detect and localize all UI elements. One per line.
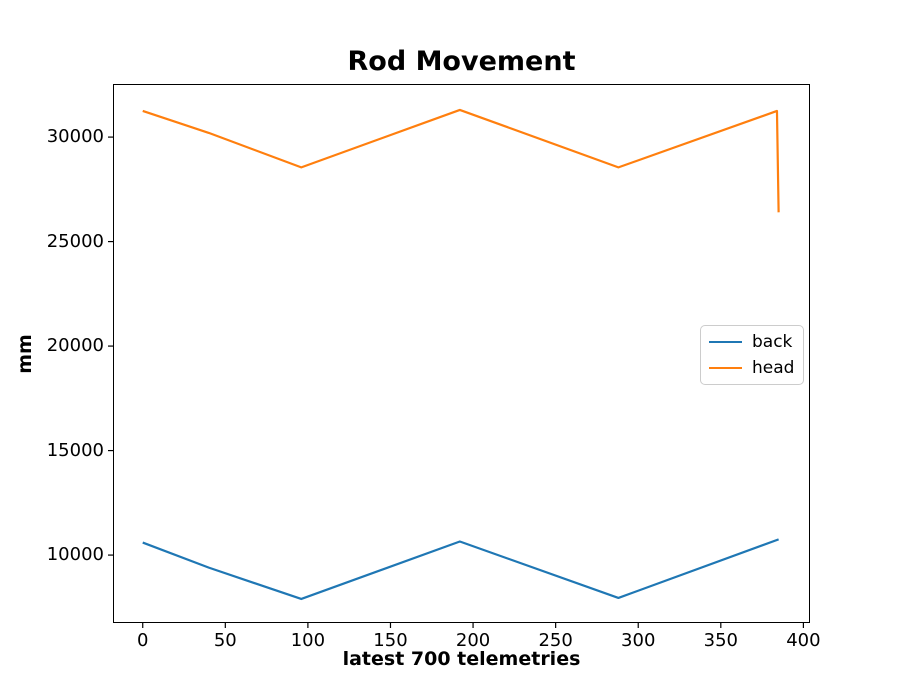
legend: back head xyxy=(700,325,804,385)
legend-line-head xyxy=(709,367,742,369)
legend-line-back xyxy=(709,341,742,343)
x-tick-label: 300 xyxy=(621,630,656,651)
y-tick-label: 10000 xyxy=(46,544,104,566)
y-tick-label: 25000 xyxy=(46,230,104,252)
x-tick-label: 0 xyxy=(136,630,149,651)
axes-spines xyxy=(113,84,810,623)
x-tick-label: 350 xyxy=(703,630,738,651)
y-axis-label: mm xyxy=(14,334,36,374)
x-tick-label: 50 xyxy=(213,630,237,651)
legend-label-back: back xyxy=(752,332,793,352)
series-line-back xyxy=(142,538,779,601)
series-line-head xyxy=(142,108,780,213)
x-tick-label: 250 xyxy=(538,630,573,651)
legend-item-head: head xyxy=(709,355,795,381)
y-tick-label: 15000 xyxy=(46,439,104,461)
x-tick-label: 100 xyxy=(290,630,326,651)
chart-title: Rod Movement xyxy=(347,46,576,77)
y-tick-label: 30000 xyxy=(46,126,104,148)
legend-label-head: head xyxy=(752,358,795,378)
x-tick-label: 150 xyxy=(373,630,408,651)
legend-item-back: back xyxy=(709,329,795,355)
x-tick-label: 200 xyxy=(455,630,491,651)
x-tick-label: 400 xyxy=(786,630,821,651)
x-axis-label: latest 700 telemetries xyxy=(342,648,581,670)
y-tick-label: 20000 xyxy=(46,335,104,357)
